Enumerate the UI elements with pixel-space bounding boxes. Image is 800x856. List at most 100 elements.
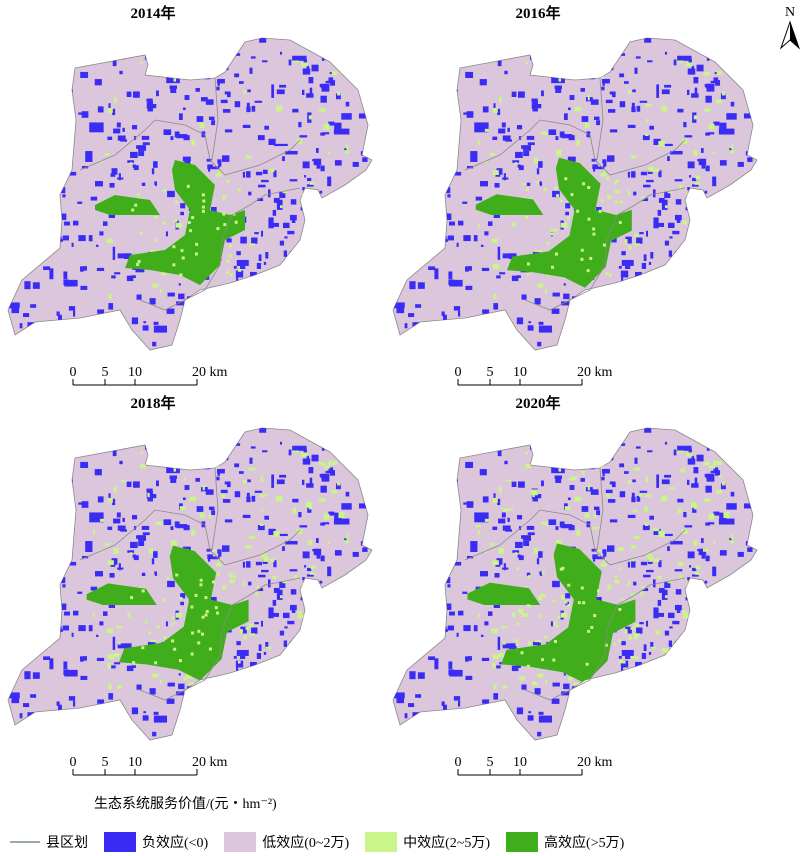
negative-patch: [222, 109, 231, 113]
negative-patch: [132, 91, 140, 98]
medium-patch: [261, 552, 267, 558]
negative-patch: [561, 691, 569, 696]
negative-patch: [362, 565, 368, 570]
medium-patch: [493, 293, 497, 300]
negative-patch: [282, 612, 290, 619]
negative-patch: [279, 84, 287, 88]
county-boundary: [569, 577, 686, 691]
negative-patch: [396, 101, 403, 105]
scale-bar: 0 5 10 20 km: [455, 755, 613, 776]
negative-patch: [49, 99, 55, 105]
negative-patch: [282, 666, 291, 669]
negative-patch: [99, 231, 104, 236]
negative-patch: [648, 261, 652, 265]
medium-patch: [552, 599, 556, 603]
negative-patch: [593, 116, 600, 121]
negative-patch: [242, 288, 249, 294]
medium-patch: [553, 640, 557, 644]
medium-patch: [702, 548, 708, 552]
medium-patch: [514, 162, 518, 165]
negative-patch: [516, 707, 524, 715]
negative-patch: [323, 327, 329, 331]
negative-patch: [658, 533, 673, 537]
negative-patch: [334, 550, 342, 556]
medium-patch: [502, 641, 506, 645]
negative-patch: [302, 187, 305, 191]
medium-patch: [729, 150, 734, 154]
negative-patch: [569, 95, 575, 100]
medium-patch: [331, 489, 338, 494]
medium-patch: [338, 512, 345, 518]
negative-patch: [534, 298, 541, 305]
medium-patch: [525, 188, 529, 192]
negative-patch: [68, 696, 76, 701]
medium-patch: [345, 675, 351, 678]
medium-patch: [243, 635, 247, 640]
negative-patch: [24, 126, 27, 130]
medium-patch: [574, 496, 582, 502]
negative-patch: [362, 157, 368, 162]
medium-patch: [533, 548, 539, 554]
medium-patch: [680, 674, 684, 680]
negative-patch: [567, 311, 572, 319]
negative-patch: [132, 164, 136, 168]
medium-patch: [99, 550, 103, 553]
negative-patch: [735, 340, 744, 347]
negative-patch: [418, 479, 425, 484]
medium-patch: [273, 530, 280, 537]
negative-patch: [493, 38, 501, 42]
negative-patch: [667, 612, 675, 619]
negative-patch: [355, 648, 359, 659]
negative-patch: [428, 656, 436, 661]
medium-patch: [605, 271, 609, 275]
negative-patch: [446, 603, 452, 610]
medium-patch: [172, 245, 176, 249]
medium-patch: [587, 94, 590, 101]
negative-patch: [290, 589, 297, 595]
negative-patch: [393, 329, 394, 336]
medium-patch: [175, 200, 179, 204]
medium-patch: [174, 219, 178, 223]
negative-patch: [526, 525, 535, 530]
negative-patch: [327, 176, 332, 187]
negative-patch: [182, 311, 187, 319]
medium-patch: [199, 512, 205, 518]
negative-patch: [653, 222, 665, 227]
medium-patch: [276, 105, 283, 112]
medium-patch: [213, 268, 218, 271]
medium-patch: [324, 465, 331, 469]
negative-patch: [333, 518, 350, 525]
medium-patch: [711, 686, 716, 692]
negative-patch: [744, 43, 752, 49]
negative-patch: [14, 54, 21, 66]
negative-patch: [653, 612, 665, 617]
medium-patch: [188, 682, 195, 685]
medium-patch: [731, 534, 734, 540]
negative-patch: [619, 491, 626, 498]
negative-patch: [186, 452, 192, 455]
medium-patch: [136, 193, 140, 197]
medium-patch: [537, 283, 544, 288]
negative-patch: [518, 165, 524, 171]
county-boundary: [154, 119, 301, 176]
negative-patch: [492, 526, 498, 531]
negative-patch: [744, 433, 752, 439]
negative-patch: [465, 266, 469, 272]
negative-patch: [289, 214, 297, 221]
negative-patch: [403, 468, 407, 472]
negative-patch: [33, 555, 38, 563]
negative-patch: [723, 206, 730, 211]
negative-patch: [495, 173, 501, 177]
negative-patch: [69, 171, 77, 176]
medium-patch: [693, 115, 698, 120]
negative-patch: [47, 561, 51, 569]
negative-patch: [45, 488, 54, 491]
medium-patch: [682, 220, 688, 225]
negative-patch: [550, 621, 553, 627]
negative-patch: [235, 660, 244, 668]
negative-patch: [533, 493, 542, 499]
negative-patch: [8, 105, 14, 108]
medium-patch: [99, 160, 103, 163]
negative-patch: [212, 38, 219, 42]
negative-patch: [238, 314, 247, 320]
